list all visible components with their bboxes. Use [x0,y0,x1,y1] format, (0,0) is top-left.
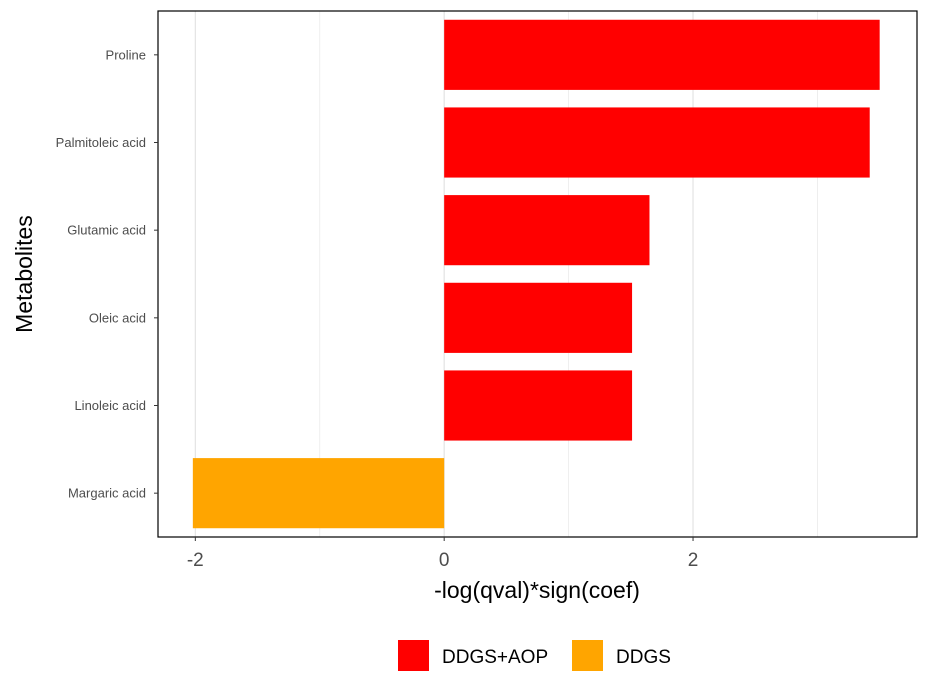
bars [192,19,880,529]
bar-oleic-acid [444,282,633,353]
y-tick-label: Glutamic acid [67,223,146,238]
plot-panel-border [157,10,918,538]
bar-palmitoleic-acid [444,107,870,178]
x-tick-label: -2 [187,550,204,571]
y-tick-label: Palmitoleic acid [56,135,146,150]
bar-margaric-acid [192,458,445,529]
bar-linoleic-acid [444,370,633,441]
legend-label: DDGS [616,647,671,668]
y-tick-label: Margaric acid [68,486,146,501]
y-axis-ticks: Proline Palmitoleic acid Glutamic acid Olei… [56,47,158,501]
bar-glutamic-acid [444,195,650,266]
bar-proline [444,19,880,90]
legend-key-ddgs-aop [398,640,429,671]
x-axis-title: -log(qval)*sign(coef) [434,577,640,603]
x-tick-label: 2 [688,550,699,571]
gridlines [194,11,818,537]
legend-label: DDGS+AOP [442,647,548,668]
x-tick-label: 0 [439,550,450,571]
x-axis-ticks: -2 0 2 [187,537,698,571]
legend: DDGS+AOP DDGS [398,640,671,671]
y-tick-label: Proline [106,47,146,62]
y-tick-label: Oleic acid [89,310,146,325]
y-axis-title: Metabolites [11,215,37,333]
legend-key-ddgs [572,640,603,671]
y-tick-label: Linoleic acid [74,398,146,413]
